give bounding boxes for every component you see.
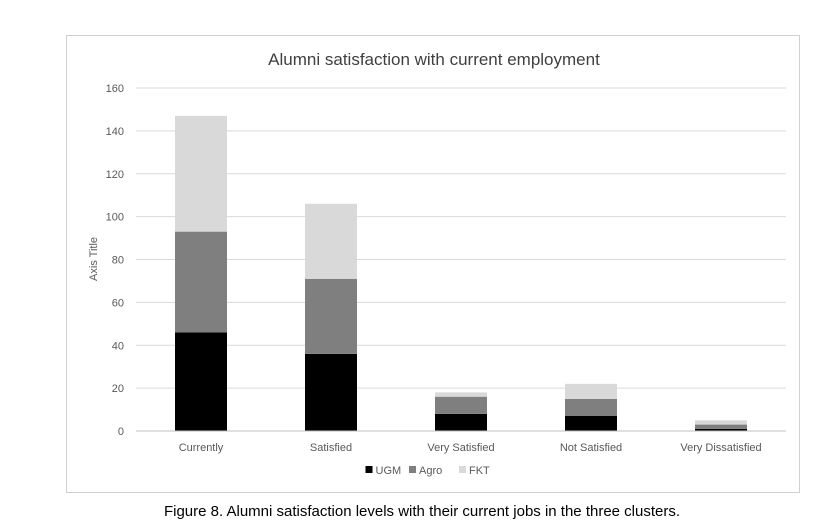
legend-label-agro: Agro — [419, 465, 442, 477]
legend-swatch-ugm — [365, 466, 373, 473]
bar-fkt-very-satisfied — [435, 392, 487, 397]
bar-agro-not-satisfied — [565, 398, 617, 416]
bar-fkt-satisfied — [305, 203, 357, 279]
figure-caption: Figure 8. Alumni satisfaction levels wit… — [163, 503, 681, 520]
y-tick-label: 120 — [106, 169, 124, 181]
bar-ugm-very-satisfied — [435, 413, 487, 431]
grid-layer — [136, 87, 786, 389]
x-category-label: Very Dissatisfied — [680, 442, 761, 454]
x-category-labels: Currently Satisfied Very Satisfied Not Sati… — [179, 442, 762, 454]
bar-ugm-not-satisfied — [565, 415, 617, 431]
bar-ugm-very-dissatisfied — [695, 428, 747, 431]
y-tick-label: 100 — [106, 212, 124, 224]
legend-label-fkt: FKT — [469, 465, 490, 477]
bar-fkt-currently — [175, 115, 227, 232]
legend-swatch-fkt — [459, 466, 466, 473]
bar-agro-currently — [175, 231, 227, 333]
legend-label-ugm: UGM — [376, 465, 402, 477]
x-category-label: Very Satisfied — [427, 442, 494, 454]
y-tick-label: 140 — [106, 126, 124, 138]
y-tick-label: 20 — [112, 383, 124, 395]
legend-swatch-agro — [409, 466, 416, 473]
legend: UGM Agro FKT — [365, 465, 490, 477]
chart-svg: Alumni satisfaction with current employm… — [88, 50, 786, 477]
bar-ugm-satisfied — [305, 353, 357, 431]
y-tick-label: 40 — [112, 340, 124, 352]
chart-title: Alumni satisfaction with current employm… — [268, 50, 600, 69]
x-category-label: Not Satisfied — [560, 442, 622, 454]
x-category-label: Currently — [179, 442, 224, 454]
bar-agro-satisfied — [305, 278, 357, 354]
bar-fkt-not-satisfied — [565, 383, 617, 399]
y-tick-label: 60 — [112, 297, 124, 309]
y-tick-label: 0 — [118, 426, 124, 438]
y-tick-labels: 0 20 40 60 80 100 120 140 160 — [106, 83, 124, 438]
bar-layer — [175, 115, 747, 431]
x-category-label: Satisfied — [310, 442, 352, 454]
bar-fkt-very-dissatisfied — [695, 420, 747, 425]
y-axis-title: Axis Title — [88, 237, 100, 281]
bar-agro-very-dissatisfied — [695, 424, 747, 429]
bar-agro-very-satisfied — [435, 396, 487, 414]
chart-frame: Alumni satisfaction with current employm… — [66, 35, 800, 493]
y-tick-label: 160 — [106, 83, 124, 95]
y-tick-label: 80 — [112, 255, 124, 267]
bar-ugm-currently — [175, 332, 227, 431]
